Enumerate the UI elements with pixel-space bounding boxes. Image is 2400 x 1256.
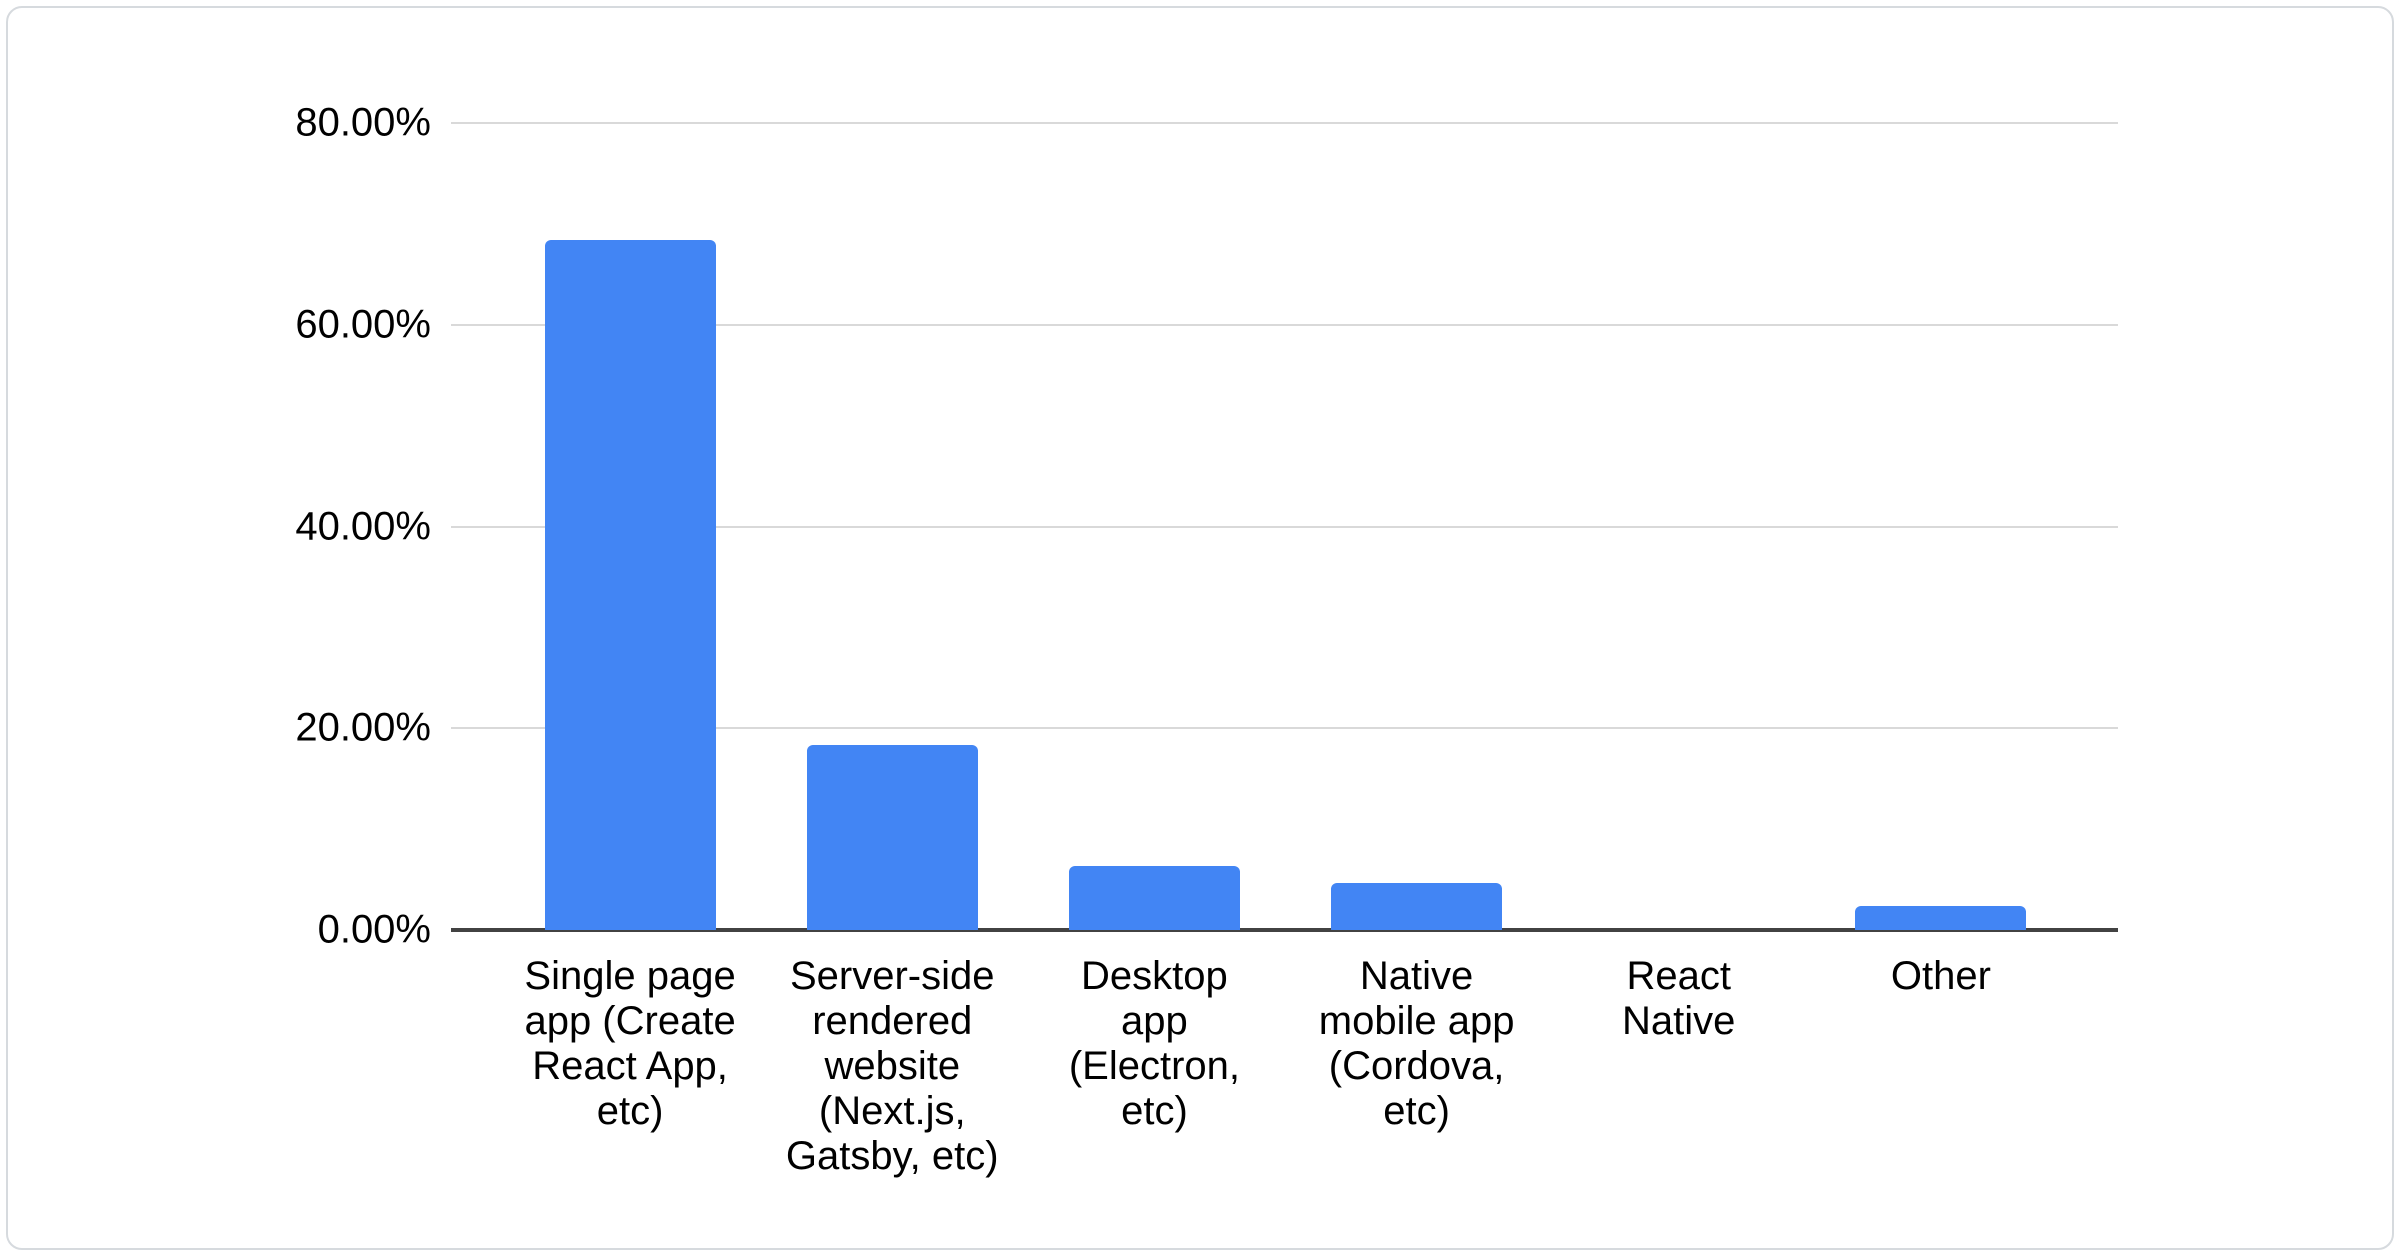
bar-other[interactable] [1855, 905, 2027, 930]
x-label-react-native: React Native [1622, 954, 1736, 1043]
y-gridline-60 [451, 323, 2118, 326]
y-tick-label-60: 60.00% [295, 302, 431, 347]
x-label-other: Other [1890, 954, 1991, 998]
x-label-server-side-rendered-website-nex: Server-side rendered website (Next.js, G… [785, 954, 999, 1178]
chart-card: 0.00% 20.00% 40.00% 60.00% 80.00% Single page… [6, 6, 2394, 1250]
x-axis-baseline [451, 928, 2118, 932]
y-gridline-80 [451, 122, 2118, 124]
x-label-native-mobile-app-cordova-etc: Native mobile app (Cordova, etc) [1318, 954, 1515, 1133]
y-tick-label-20: 20.00% [295, 705, 431, 750]
bar-server-side-rendered-website-nex[interactable] [806, 745, 978, 930]
y-gridline-40 [451, 525, 2118, 528]
x-label-desktop-app-electron-etc: Desktop app (Electron, etc) [1068, 954, 1240, 1133]
y-tick-label-40: 40.00% [295, 504, 431, 548]
y-tick-label-0: 0.00% [317, 907, 431, 952]
bar-desktop-app-electron-etc[interactable] [1068, 866, 1240, 930]
plot-area: 0.00% 20.00% 40.00% 60.00% 80.00% Single page… [295, 101, 2118, 1178]
y-tick-label-80: 80.00% [295, 100, 431, 145]
bar-native-mobile-app-cordova-etc[interactable] [1331, 882, 1503, 930]
bar-single-page-app-create-react-app[interactable] [544, 240, 716, 930]
x-label-single-page-app-create-react-app: Single page app (Create React App, etc) [524, 954, 736, 1133]
y-gridline-20 [451, 727, 2118, 730]
